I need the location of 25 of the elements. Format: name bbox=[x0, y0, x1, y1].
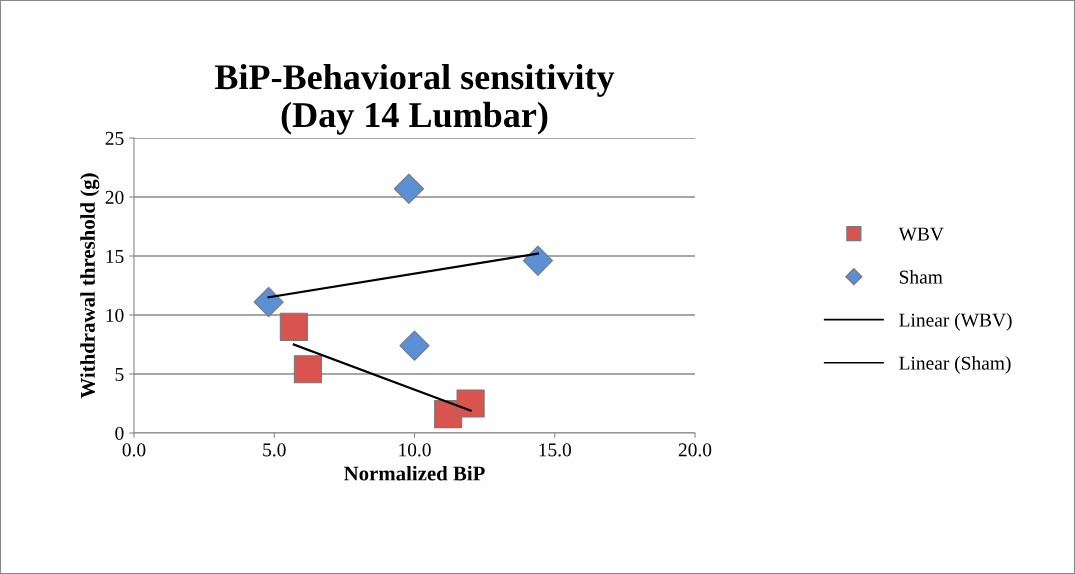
x-tick-label: 20.0 bbox=[678, 443, 712, 457]
y-tick-label: 0 bbox=[115, 426, 124, 440]
x-axis-title: Normalized BiP bbox=[344, 465, 485, 481]
y-tick-label: 20 bbox=[105, 190, 124, 204]
y-tick-label: 25 bbox=[105, 131, 124, 145]
point bbox=[399, 330, 430, 361]
point bbox=[393, 173, 425, 204]
y-tick-label: 10 bbox=[106, 308, 124, 322]
legend-label: Sham bbox=[899, 269, 943, 284]
chart-title: BiP-Behavioral sensitivity (Day 14 Lumbar) bbox=[214, 63, 615, 135]
point bbox=[279, 312, 308, 341]
y-tick-label: 5 bbox=[115, 368, 124, 381]
legend-label: Linear (WBV) bbox=[899, 313, 1012, 331]
legend-label: Linear (Sham) bbox=[899, 356, 1011, 374]
x-tick-label: 0.0 bbox=[122, 443, 146, 457]
point bbox=[293, 355, 323, 384]
x-tick-label: 15.0 bbox=[539, 443, 572, 457]
point bbox=[522, 245, 554, 276]
x-tick-label: 5.0 bbox=[263, 443, 286, 457]
point bbox=[456, 389, 485, 418]
y-axis-title: Withdrawal threshold (g) bbox=[80, 173, 100, 399]
y-tick-label: 15 bbox=[106, 249, 124, 263]
x-tick-label: 10.0 bbox=[399, 443, 431, 457]
legend-label: WBV bbox=[898, 227, 944, 241]
point bbox=[253, 286, 284, 318]
